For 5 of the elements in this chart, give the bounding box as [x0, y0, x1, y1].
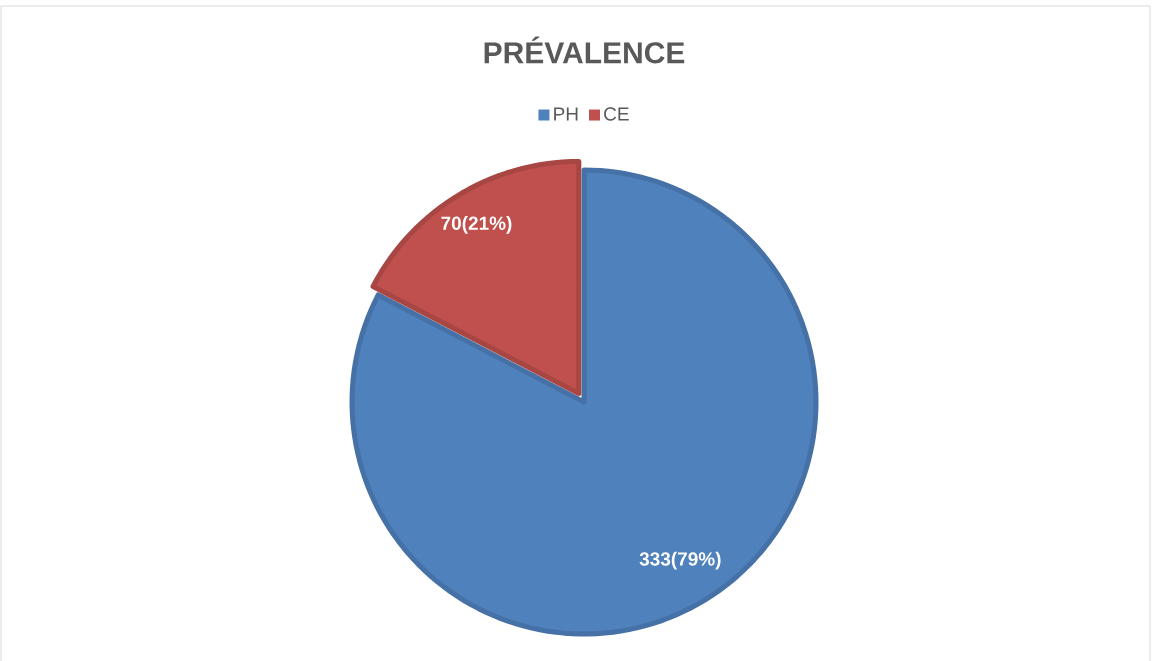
legend-label: CE [604, 107, 629, 121]
chart-title: PRÉVALENCE [484, 36, 685, 64]
data-label: 70(21%) [441, 215, 512, 234]
legend-label: PH [554, 107, 578, 121]
data-label: 333(79%) [639, 551, 721, 570]
